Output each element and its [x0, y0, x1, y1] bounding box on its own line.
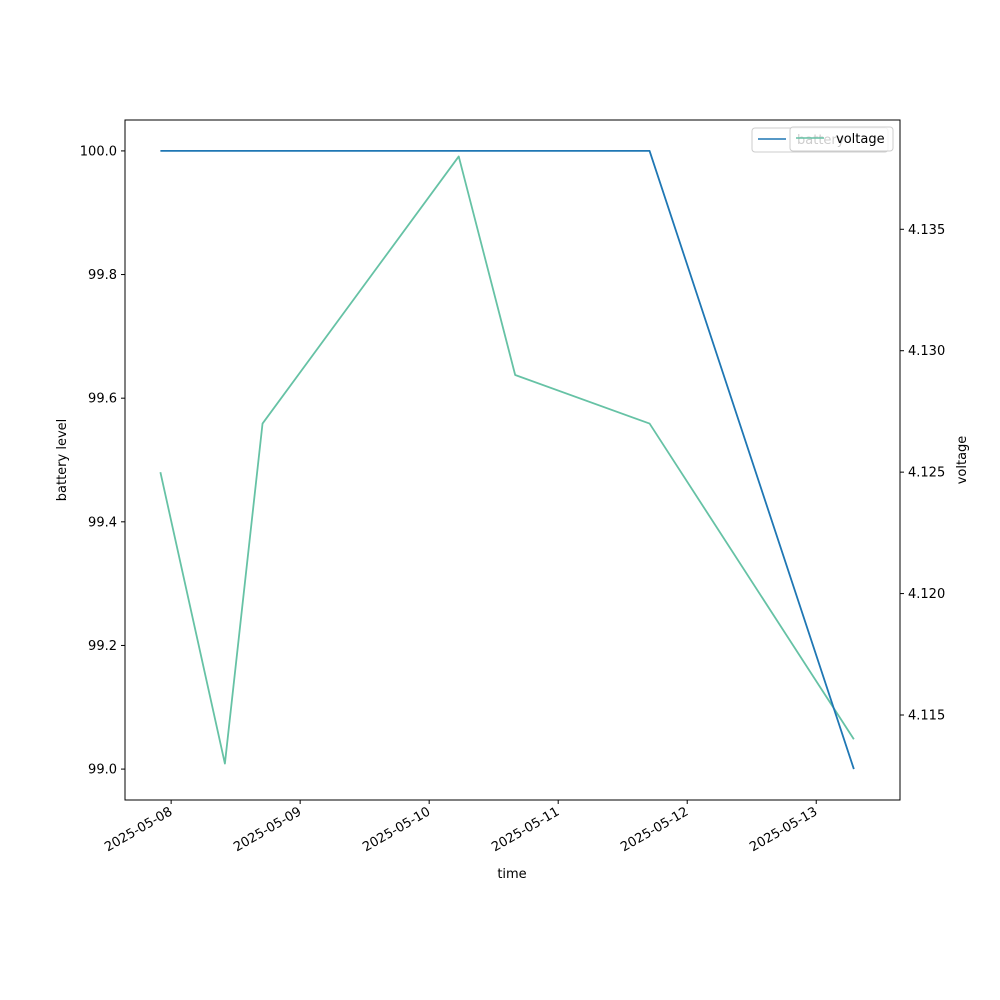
series-line-battery: [160, 150, 855, 770]
y2-tick-label: 4.115: [908, 709, 945, 724]
y-tick-label: 99.4: [88, 515, 117, 530]
legend-voltage: voltage: [789, 126, 894, 152]
y2-tick-label: 4.130: [908, 344, 945, 359]
x-tick-label: 2025-05-12: [618, 804, 691, 855]
plot-frame: [124, 119, 901, 801]
y-axis-left: 99.0 99.2 99.4 99.6 99.8 100.0: [80, 144, 125, 778]
x-tick-label: 2025-05-11: [489, 804, 562, 855]
x-tick-label: 2025-05-10: [360, 804, 433, 855]
series-lines: [159, 150, 855, 770]
plot-background: [125, 120, 900, 800]
y-tick-label: 99.6: [88, 392, 117, 407]
y2-tick-label: 4.125: [908, 466, 945, 481]
x-axis-title: time: [497, 867, 526, 882]
y-tick-label: 99.0: [88, 763, 117, 778]
x-tick-label: 2025-05-09: [231, 804, 304, 855]
y-tick-label: 99.8: [88, 268, 117, 283]
y-tick-label: 99.2: [88, 639, 117, 654]
legend-voltage-label: voltage: [836, 132, 885, 147]
y2-tick-label: 4.120: [908, 587, 945, 602]
y-axis-title: battery level: [55, 419, 70, 502]
x-axis: 2025-05-08 2025-05-09 2025-05-10 2025-05-11…: [102, 800, 820, 855]
x-tick-label: 2025-05-08: [102, 804, 175, 855]
legend-voltage-frame: [789, 126, 894, 152]
y2-tick-label: 4.135: [908, 223, 945, 238]
x-tick-label: 2025-05-13: [747, 804, 820, 855]
y-axis-right: 4.115 4.120 4.125 4.130 4.135: [900, 223, 945, 724]
y-tick-label: 100.0: [80, 144, 117, 159]
series-line-voltage: [159, 155, 855, 765]
y2-axis-title: voltage: [955, 436, 970, 485]
